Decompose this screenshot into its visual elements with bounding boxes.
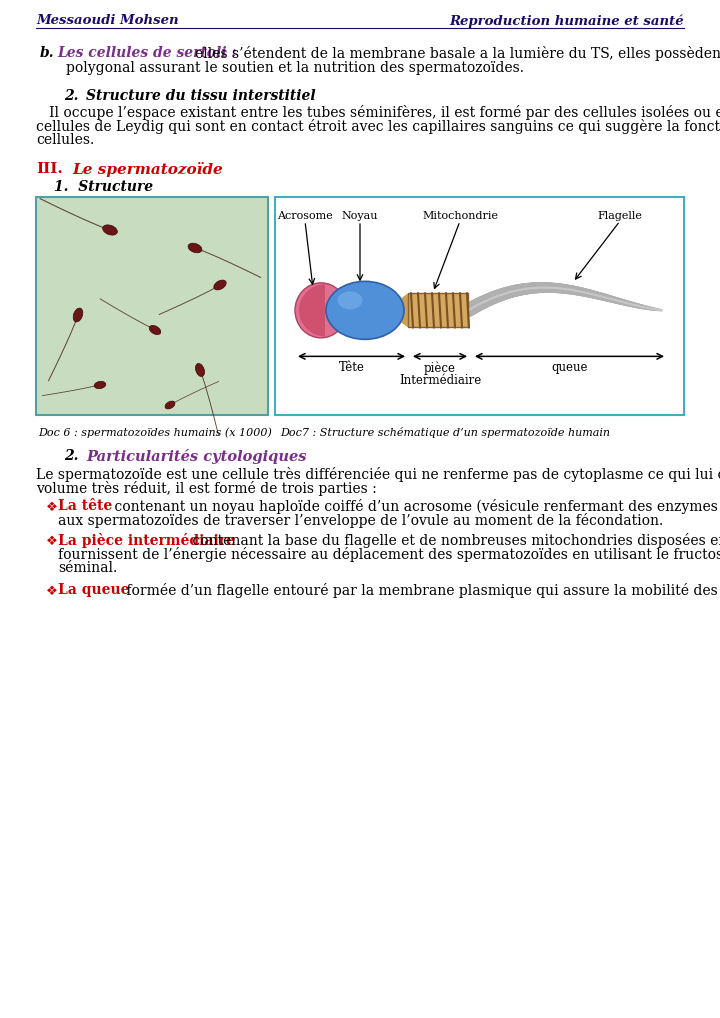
Text: elles s’étendent de la membrane basale a la lumière du TS, elles possèdent un no: elles s’étendent de la membrane basale a… [195,46,720,61]
Text: Structure du tissu interstitiel: Structure du tissu interstitiel [86,89,315,103]
Polygon shape [401,293,408,328]
Text: Mitochondrie: Mitochondrie [422,211,498,221]
Text: cellules.: cellules. [36,133,94,147]
Text: b.: b. [40,46,55,60]
Text: Il occupe l’espace existant entre les tubes séminifères, il est formé par des ce: Il occupe l’espace existant entre les tu… [36,105,720,120]
Text: Messaoudi Mohsen: Messaoudi Mohsen [36,14,179,27]
Text: formée d’un flagelle entouré par la membrane plasmique qui assure la mobilité de: formée d’un flagelle entouré par la memb… [122,583,720,598]
Text: La queue: La queue [58,583,130,597]
Text: Le spermatozoïde est une cellule très différenciée qui ne renferme pas de cytopl: Le spermatozoïde est une cellule très di… [36,467,720,482]
Text: pièce: pièce [424,361,456,375]
Text: volume très réduit, il est formé de trois parties :: volume très réduit, il est formé de troi… [36,480,377,496]
Text: cellules de Leydig qui sont en contact étroit avec les capillaires sanguins ce q: cellules de Leydig qui sont en contact é… [36,119,720,134]
Text: Acrosome: Acrosome [277,211,333,221]
Ellipse shape [94,382,106,389]
Text: La tête: La tête [58,499,112,513]
Text: ❖: ❖ [46,501,58,514]
Ellipse shape [295,283,347,338]
Text: Les cellules de sertoli :: Les cellules de sertoli : [57,46,236,60]
Bar [36,197,268,415]
Text: séminal.: séminal. [58,561,117,575]
Text: 2.: 2. [64,449,78,463]
Bar [275,197,684,415]
Ellipse shape [149,326,161,335]
Wedge shape [299,284,325,336]
Ellipse shape [214,280,226,290]
Text: Particularités cytologiques: Particularités cytologiques [86,449,307,464]
Text: 1.  Structure: 1. Structure [54,180,153,194]
Text: Noyau: Noyau [342,211,378,221]
Text: ❖: ❖ [46,535,58,548]
Text: fournissent de l’énergie nécessaire au déplacement des spermatozoïdes en utilisa: fournissent de l’énergie nécessaire au d… [58,547,720,562]
Text: Reproduction humaine et santé: Reproduction humaine et santé [449,14,684,27]
Ellipse shape [326,281,404,339]
Text: Doc 6 : spermatozoïdes humains (x 1000): Doc 6 : spermatozoïdes humains (x 1000) [38,427,272,438]
Ellipse shape [165,401,175,409]
Text: polygonal assurant le soutien et la nutrition des spermatozoïdes.: polygonal assurant le soutien et la nutr… [66,61,524,75]
Text: Flagelle: Flagelle [598,211,642,221]
Text: La pièce intermédiaire: La pièce intermédiaire [58,533,235,548]
Ellipse shape [188,243,202,252]
Text: Doc7 : Structure schématique d’un spermatozoïde humain: Doc7 : Structure schématique d’un sperma… [280,427,610,438]
Text: Le spermatozoïde: Le spermatozoïde [72,162,222,177]
Text: contenant la base du flagelle et de nombreuses mitochondries disposées en hélice: contenant la base du flagelle et de nomb… [188,533,720,548]
Ellipse shape [73,308,83,322]
Text: Tête: Tête [338,361,364,375]
Ellipse shape [103,225,117,235]
Text: queue: queue [552,361,588,375]
Ellipse shape [338,291,362,309]
Ellipse shape [196,363,204,377]
Text: contenant un noyau haploïde coiffé d’un acrosome (vésicule renfermant des enzyme: contenant un noyau haploïde coiffé d’un … [110,499,720,514]
Bar [408,293,468,328]
Text: ❖: ❖ [46,585,58,598]
Text: 2.: 2. [64,89,78,103]
Text: aux spermatozoïdes de traverser l’enveloppe de l’ovule au moment de la fécondati: aux spermatozoïdes de traverser l’envelo… [58,513,663,528]
Text: Intermédiaire: Intermédiaire [399,375,481,388]
Text: III.: III. [36,162,63,176]
